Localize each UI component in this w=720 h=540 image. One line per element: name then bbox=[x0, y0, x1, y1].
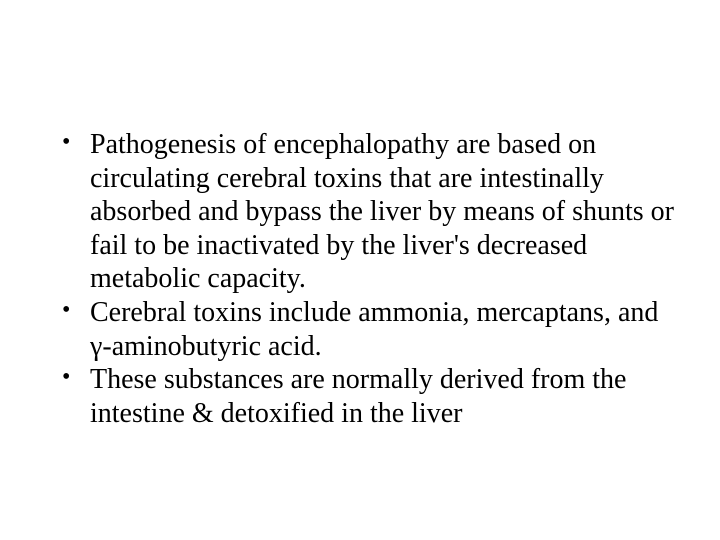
bullet-list: Pathogenesis of encephalopathy are based… bbox=[54, 128, 680, 430]
slide: Pathogenesis of encephalopathy are based… bbox=[0, 0, 720, 540]
list-item: Cerebral toxins include ammonia, mercapt… bbox=[54, 296, 680, 363]
bullet-text: Cerebral toxins include ammonia, mercapt… bbox=[90, 297, 658, 362]
list-item: Pathogenesis of encephalopathy are based… bbox=[54, 128, 680, 296]
list-item: These substances are normally derived fr… bbox=[54, 363, 680, 430]
bullet-text: Pathogenesis of encephalopathy are based… bbox=[90, 129, 674, 294]
bullet-text: These substances are normally derived fr… bbox=[90, 364, 626, 429]
